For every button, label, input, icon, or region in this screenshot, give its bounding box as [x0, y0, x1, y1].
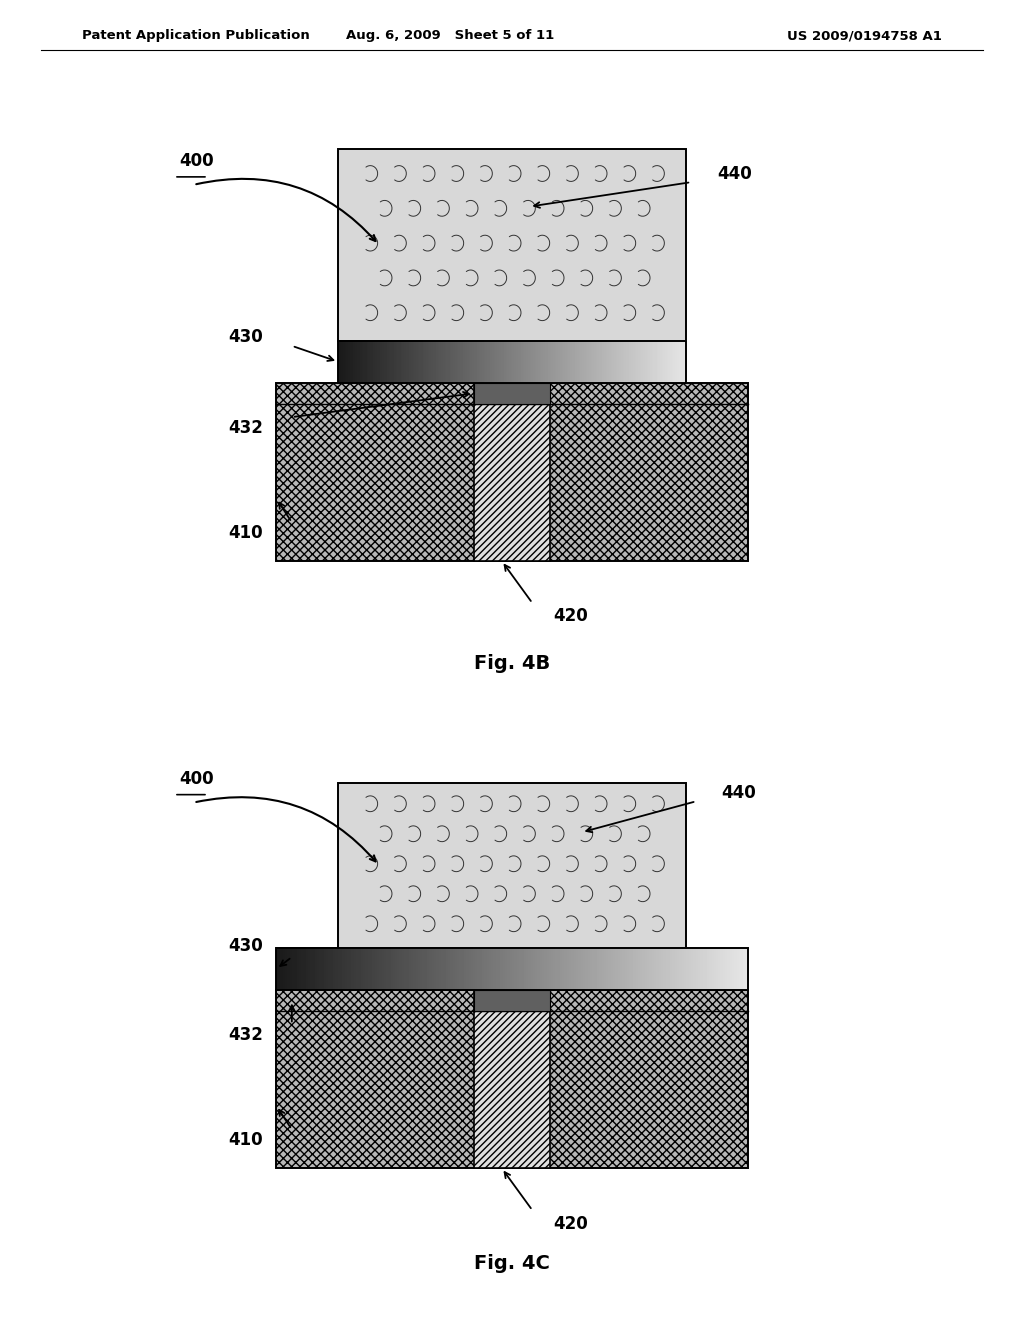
- Text: 400: 400: [179, 152, 214, 170]
- Text: 430: 430: [228, 937, 263, 956]
- Text: 410: 410: [228, 524, 263, 543]
- Text: Aug. 6, 2009   Sheet 5 of 11: Aug. 6, 2009 Sheet 5 of 11: [346, 29, 555, 42]
- Text: 430: 430: [228, 327, 263, 346]
- Bar: [338, 149, 686, 341]
- Text: 420: 420: [553, 607, 588, 626]
- Text: US 2009/0194758 A1: US 2009/0194758 A1: [787, 29, 942, 42]
- Bar: [473, 383, 551, 561]
- Bar: [473, 383, 551, 404]
- Text: 420: 420: [553, 1214, 588, 1233]
- Text: Fig. 4C: Fig. 4C: [474, 1254, 550, 1272]
- Text: 400: 400: [179, 770, 214, 788]
- Text: Patent Application Publication: Patent Application Publication: [82, 29, 309, 42]
- Bar: [473, 990, 551, 1011]
- Bar: [338, 341, 686, 383]
- Bar: [276, 990, 748, 1168]
- Text: Fig. 4B: Fig. 4B: [474, 655, 550, 673]
- Text: 440: 440: [717, 165, 752, 183]
- Text: 440: 440: [721, 784, 756, 803]
- Bar: [276, 948, 748, 990]
- Text: 432: 432: [228, 418, 263, 437]
- Bar: [276, 383, 748, 561]
- Bar: [473, 990, 551, 1168]
- Bar: [338, 783, 686, 948]
- Text: 432: 432: [228, 1026, 263, 1044]
- Text: 410: 410: [228, 1131, 263, 1150]
